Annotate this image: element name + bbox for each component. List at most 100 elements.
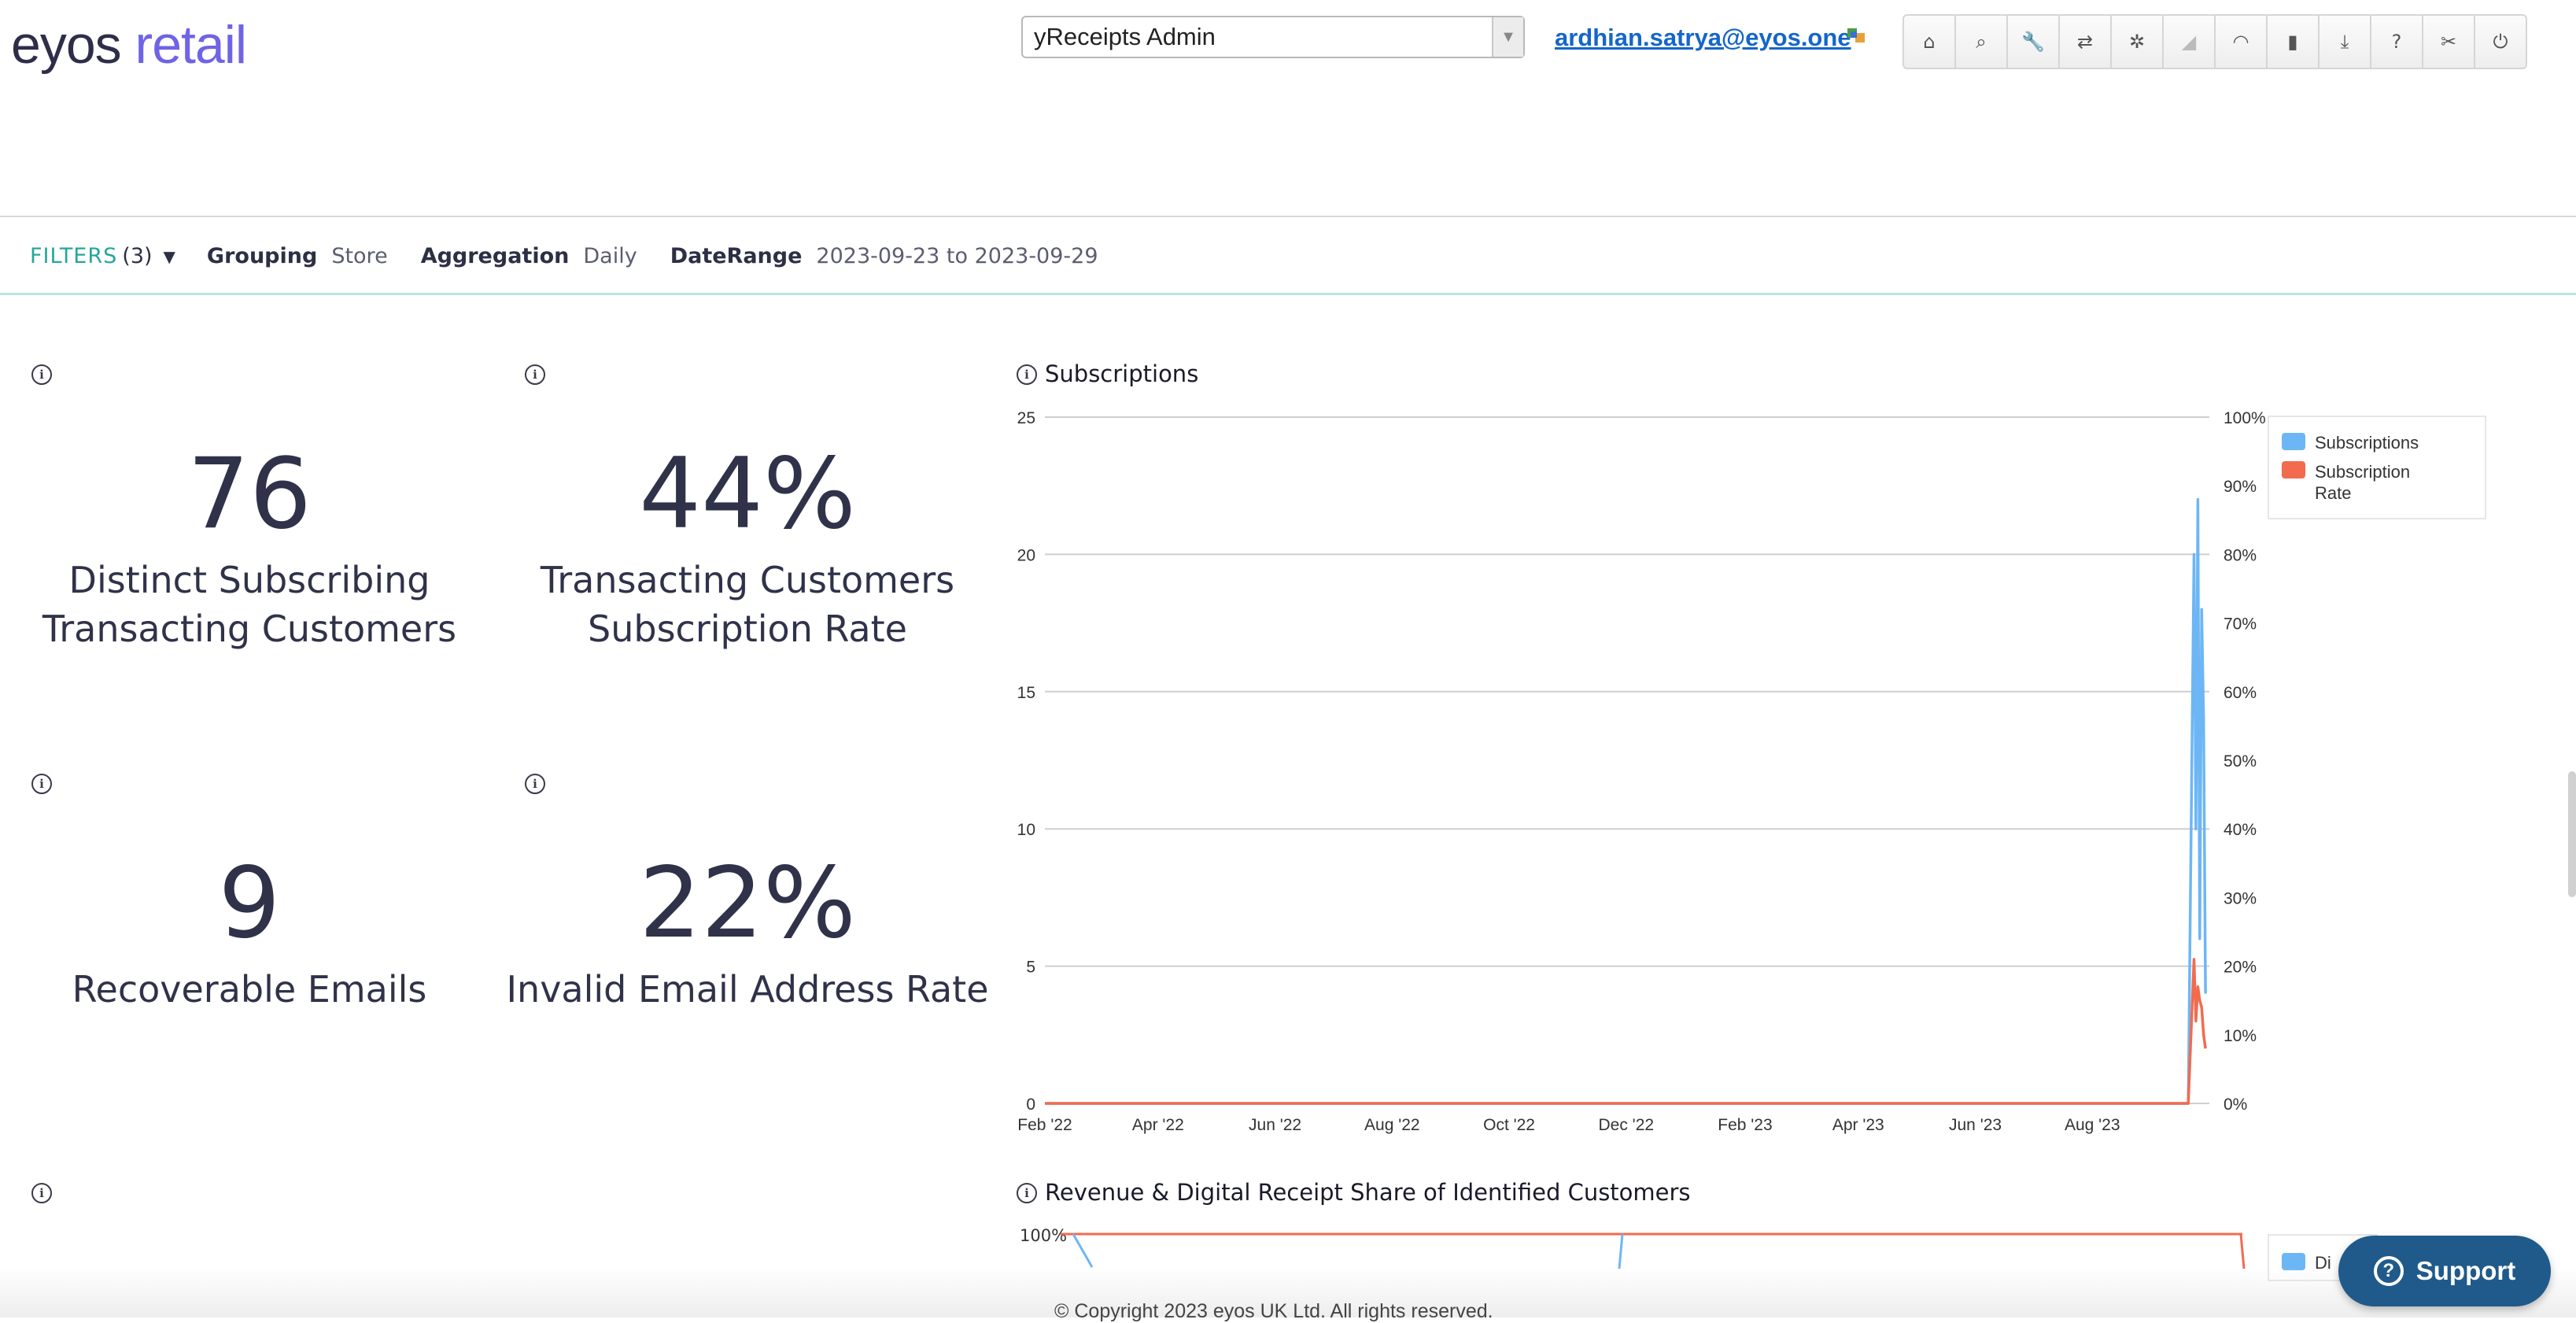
legend-label: Subscriptions bbox=[2315, 433, 2419, 453]
y-tick-label: 0% bbox=[2224, 1096, 2247, 1114]
x-tick-label: Jun '22 bbox=[1249, 1116, 1301, 1134]
x-tick-label: Dec '22 bbox=[1599, 1116, 1655, 1134]
series-line-subscription-rate bbox=[1045, 958, 2207, 1105]
kpi-value: 76 bbox=[187, 438, 312, 551]
y-tick-label: 0 bbox=[1026, 1096, 1035, 1114]
kpi-label: Recoverable Emails bbox=[72, 968, 427, 1011]
kpi-value: 22% bbox=[639, 847, 856, 960]
series-line-subscriptions bbox=[1045, 497, 2207, 1105]
logo-text-retail: retail bbox=[135, 15, 247, 75]
kpi-subscription-rate: 44% Transacting Customers Subscription R… bbox=[504, 439, 991, 653]
x-tick-label: Aug '22 bbox=[1364, 1116, 1420, 1134]
app-selector[interactable]: yReceipts Admin ▼ bbox=[1021, 16, 1525, 58]
home-icon[interactable]: ⌂ bbox=[1902, 14, 1956, 69]
user-email-link[interactable]: ardhian.satrya@eyos.one bbox=[1555, 24, 1851, 51]
toolbar: ⌂ ⌕ 🔧 ⇄ ✲ ◢ ◠ ▮ ⤓? ✂ ⏻ bbox=[1902, 14, 2527, 69]
wrench-icon[interactable]: 🔧 bbox=[2006, 14, 2060, 69]
y-tick-label: 20 bbox=[1017, 546, 1035, 564]
y-tick-label: 25 bbox=[1017, 409, 1035, 427]
rss-icon[interactable]: ◠ bbox=[2214, 14, 2268, 69]
info-icon[interactable]: i bbox=[31, 774, 52, 794]
signal-icon[interactable]: ◢ bbox=[2162, 14, 2216, 69]
grouping-key: Grouping bbox=[206, 244, 318, 268]
eyos-retail-logo[interactable]: eyos retail bbox=[11, 9, 247, 80]
gear-icon[interactable]: ✲ bbox=[2110, 14, 2164, 69]
legend-item-subscription-rate[interactable]: Subscription Rate bbox=[2282, 461, 2471, 504]
info-icon[interactable]: i bbox=[525, 364, 545, 385]
legend-label: Subscription Rate bbox=[2315, 462, 2411, 503]
filter-bar: FILTERS (3) ▼ Grouping Store Aggregation… bbox=[30, 244, 1098, 268]
y-tick-label: 10 bbox=[1017, 821, 1035, 839]
help-icon[interactable]: ? bbox=[2370, 14, 2423, 69]
kpi-label-line: Transacting Customers bbox=[42, 608, 457, 650]
y-tick-label: 20% bbox=[2224, 959, 2257, 977]
filter-bar-bottom-divider bbox=[0, 293, 2576, 295]
x-tick-label: Aug '23 bbox=[2065, 1116, 2120, 1134]
kpi-label-line: Transacting Customers bbox=[540, 559, 955, 601]
kpi-label-line: Distinct Subscribing bbox=[68, 559, 430, 601]
y-tick-label: 90% bbox=[2224, 478, 2257, 496]
kpi-value: 44% bbox=[639, 438, 856, 551]
x-tick-label: Jun '23 bbox=[1949, 1116, 2002, 1134]
aggregation-key: Aggregation bbox=[420, 244, 570, 268]
kpi-label: Distinct Subscribing Transacting Custome… bbox=[6, 556, 493, 653]
y-tick-label: 60% bbox=[2224, 684, 2257, 702]
kpi-value: 9 bbox=[218, 847, 281, 960]
y-tick-label: 80% bbox=[2224, 546, 2257, 564]
chart-title: Revenue & Digital Receipt Share of Ident… bbox=[1045, 1179, 1691, 1206]
series-line bbox=[2239, 1233, 2246, 1269]
info-icon[interactable]: i bbox=[1017, 364, 1037, 385]
daterange-key: DateRange bbox=[670, 244, 803, 268]
kpi-recoverable-emails: 9 Recoverable Emails bbox=[6, 848, 493, 1014]
app-selector-value: yReceipts Admin bbox=[1034, 23, 1216, 50]
support-button[interactable]: ? Support bbox=[2338, 1236, 2551, 1306]
legend-swatch bbox=[2282, 1253, 2305, 1270]
exchange-icon[interactable]: ⇄ bbox=[2058, 14, 2112, 69]
info-icon[interactable]: i bbox=[31, 364, 52, 385]
kpi-invalid-email-rate: 22% Invalid Email Address Rate bbox=[504, 848, 991, 1014]
info-icon[interactable]: i bbox=[31, 1183, 52, 1203]
logo-text-eyos: eyos bbox=[11, 15, 122, 75]
filter-bar-top-divider bbox=[0, 216, 2576, 217]
info-icon[interactable]: i bbox=[1017, 1183, 1037, 1203]
y-tick-label: 30% bbox=[2224, 889, 2257, 907]
legend-item-subscriptions[interactable]: Subscriptions bbox=[2282, 433, 2419, 453]
chevron-down-icon[interactable]: ▼ bbox=[1492, 17, 1523, 57]
y-tick-label: 50% bbox=[2224, 752, 2257, 771]
chart-legend: Subscriptions Subscription Rate bbox=[2268, 416, 2486, 519]
y-tick-label: 10% bbox=[2224, 1027, 2257, 1045]
legend-swatch bbox=[2282, 433, 2305, 450]
chart-title: Subscriptions bbox=[1045, 360, 1199, 387]
y-tick-label: 40% bbox=[2224, 821, 2257, 839]
power-icon[interactable]: ⏻ bbox=[2474, 14, 2527, 69]
y-tick-label: 15 bbox=[1017, 684, 1035, 702]
help-circle-icon: ? bbox=[2373, 1256, 2404, 1286]
download-icon[interactable]: ⤓ bbox=[2318, 14, 2371, 69]
x-tick-label: Oct '22 bbox=[1483, 1116, 1535, 1134]
series-line bbox=[1618, 1233, 1624, 1269]
scissors-icon[interactable]: ✂ bbox=[2422, 14, 2475, 69]
book-icon[interactable]: ▮ bbox=[2266, 14, 2320, 69]
scrollbar-thumb[interactable] bbox=[2568, 771, 2576, 897]
filters-count[interactable]: (3) bbox=[122, 244, 153, 268]
y-tick-label: 100% bbox=[1020, 1226, 1068, 1245]
legend-swatch bbox=[2282, 461, 2305, 479]
kpi-label-line: Subscription Rate bbox=[588, 608, 907, 650]
filters-toggle[interactable]: FILTERS bbox=[30, 244, 118, 268]
info-icon[interactable]: i bbox=[525, 774, 545, 794]
flag-icon[interactable] bbox=[1846, 25, 1866, 46]
y-tick-label: 100% bbox=[2224, 409, 2266, 427]
x-tick-label: Feb '22 bbox=[1017, 1116, 1072, 1134]
caret-down-icon[interactable]: ▼ bbox=[163, 246, 175, 266]
copyright-text: © Copyright 2023 eyos UK Ltd. All rights… bbox=[1054, 1300, 1493, 1322]
series-line bbox=[1072, 1233, 1094, 1268]
kpi-distinct-subscribing: 76 Distinct Subscribing Transacting Cust… bbox=[6, 439, 493, 653]
support-label: Support bbox=[2415, 1256, 2516, 1285]
kpi-label: Transacting Customers Subscription Rate bbox=[504, 556, 991, 653]
aggregation-value: Daily bbox=[583, 244, 637, 268]
footer-shade bbox=[0, 1267, 2576, 1317]
x-tick-label: Feb '23 bbox=[1718, 1116, 1772, 1134]
search-icon[interactable]: ⌕ bbox=[1954, 14, 2008, 69]
